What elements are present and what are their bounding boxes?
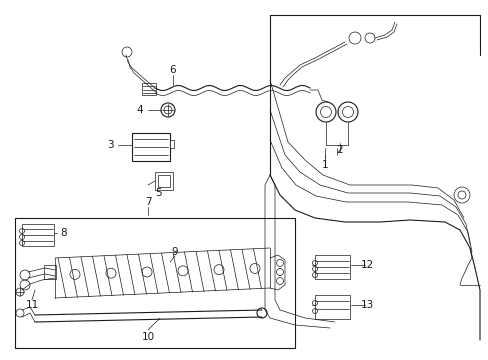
Text: 12: 12 [360,260,373,270]
Bar [44,265,56,279]
Text: 9: 9 [171,247,178,257]
Text: 3: 3 [106,140,113,150]
Text: 2: 2 [336,145,343,155]
Text: 4: 4 [137,105,143,115]
Bar [314,255,349,279]
Text: 6: 6 [169,65,176,75]
Text: 7: 7 [144,197,151,207]
Text: 10: 10 [141,332,154,342]
Text: 11: 11 [25,300,39,310]
Text: 5: 5 [154,188,161,198]
Bar [132,133,170,161]
Bar [158,175,170,187]
Bar [15,218,294,348]
Text: 1: 1 [321,160,327,170]
Text: 8: 8 [61,228,67,238]
Bar [155,172,173,190]
Bar [22,224,54,246]
Text: 13: 13 [360,300,373,310]
Bar [142,83,156,95]
Bar [314,295,349,319]
Bar [170,140,174,148]
